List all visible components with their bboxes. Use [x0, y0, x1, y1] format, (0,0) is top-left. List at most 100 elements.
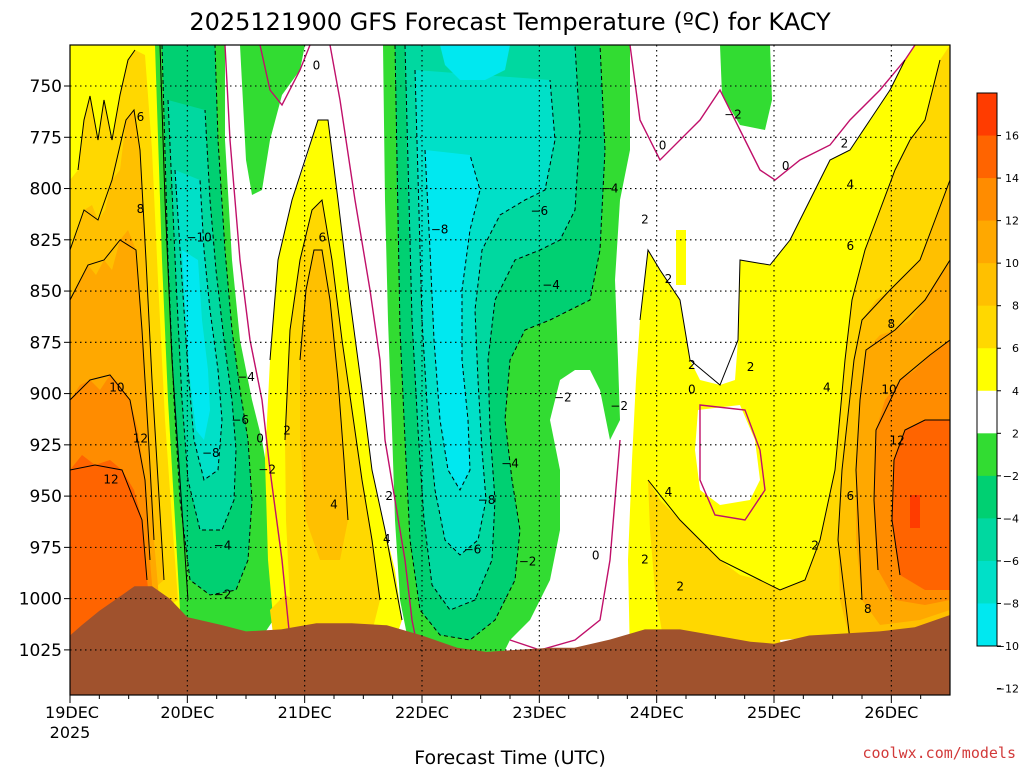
y-tick-label: 850 [30, 282, 62, 302]
x-axis-title: Forecast Time (UTC) [414, 747, 605, 768]
warm-contour-12 [837, 179, 950, 641]
warm-contour-6 [70, 464, 148, 581]
colorbar-swatch [977, 348, 997, 392]
warm-contour-4 [70, 239, 155, 541]
warm-contour-7 [269, 119, 403, 621]
x-tick-label: 24DEC [630, 703, 684, 722]
contour-label: 0 [256, 432, 264, 446]
contour-label: −2 [610, 399, 628, 413]
x-tick-label: 23DEC [512, 703, 566, 722]
colorbar-label: 16 [1005, 130, 1019, 143]
contour-labels: 0 6 8 −10 6 −8 −6 −4 −4 2 2 −2 0 0 2 4 6 8 10 12 12 −4 −6 −8 0 2 −… [103, 59, 904, 616]
contour-label: −10 [186, 231, 211, 245]
contour-label: 2 [811, 538, 819, 552]
zero-contour-5 [699, 404, 766, 521]
contour-label: 2 [688, 358, 696, 372]
contour-label: 2 [841, 136, 849, 150]
zero-contour-1 [224, 45, 291, 641]
contour-label: −6 [231, 413, 249, 427]
contour-label: −2 [258, 462, 276, 476]
surface-terrain [70, 586, 950, 695]
grid-lines [70, 45, 950, 695]
warm-contour-10 [639, 59, 906, 386]
contour-label: −2 [214, 588, 232, 602]
y-axis: 750 775 800 825 850 875 900 925 950 975 1000 1025 [19, 77, 70, 661]
colorbar-label: −8 [1003, 597, 1019, 610]
colorbar-swatch [977, 390, 997, 434]
colorbar-swatch [977, 135, 997, 179]
contour-label: −4 [214, 538, 232, 552]
y-tick-label: 875 [30, 333, 62, 353]
zero-contour-3 [329, 45, 421, 661]
colorbar-swatch [977, 603, 997, 647]
x-axis: 19DEC 20DEC 21DEC 22DEC 23DEC 24DEC 25DEC 26DEC [45, 695, 922, 722]
zero-contour-2 [259, 45, 311, 107]
warm-bit-2 [750, 395, 760, 420]
colorbar-swatch [977, 475, 997, 519]
contour-lines [70, 45, 950, 661]
cold-main-m10 [425, 150, 480, 490]
contour-label: −4 [501, 456, 519, 470]
contour-label: −6 [464, 542, 482, 556]
contour-label: 2 [385, 489, 393, 503]
contour-label: 2 [665, 272, 673, 286]
contour-label: 0 [659, 138, 667, 152]
contour-label: 4 [823, 380, 831, 394]
cold-contour-1 [161, 45, 253, 596]
contour-label: 0 [313, 59, 321, 73]
contour-label: 6 [846, 239, 854, 253]
colorbar-label: 6 [1012, 342, 1019, 355]
warm-contour-5 [70, 374, 151, 561]
warm-contour-3 [70, 108, 165, 581]
contour-label: −8 [431, 223, 449, 237]
chart-title: 2025121900 GFS Forecast Temperature (ºC)… [189, 8, 831, 36]
contour-label: 2 [283, 423, 291, 437]
colorbar-label: −4 [1003, 512, 1019, 525]
colorbar-swatch [977, 305, 997, 349]
contour-label: 12 [890, 434, 905, 448]
x-tick-label: 19DEC [45, 703, 99, 722]
contour-label: 2 [747, 360, 755, 374]
colorbar-label: 12 [1005, 215, 1019, 228]
x-tick-label: 22DEC [395, 703, 449, 722]
white-bubble [695, 405, 760, 505]
x-tick-label: 20DEC [160, 703, 214, 722]
credit-link[interactable]: coolwx.com/models [862, 744, 1016, 762]
contour-label: 2 [641, 212, 649, 226]
cold-contour-2 [167, 99, 237, 531]
warm-right-14 [910, 495, 920, 528]
contour-label: 4 [330, 497, 338, 511]
cold-strip-upper [240, 45, 305, 195]
x-tick-label: 25DEC [747, 703, 801, 722]
contour-label: −2 [554, 391, 572, 405]
colorbar-label: −10 [996, 640, 1019, 653]
cold-band-m10 [182, 250, 210, 440]
warm-contour-14 [873, 339, 950, 571]
x-tick-label: 21DEC [278, 703, 332, 722]
cold-contour-3 [174, 169, 223, 481]
colorbar-label: −2 [1003, 470, 1019, 483]
colorbar-label: −6 [1003, 555, 1019, 568]
contour-label: 8 [864, 602, 872, 616]
contour-label: −2 [724, 108, 742, 122]
contour-label: 0 [688, 382, 696, 396]
contour-label: −6 [530, 204, 548, 218]
colorbar-frame [976, 92, 998, 647]
contour-label: −2 [519, 555, 537, 569]
colorbar-swatch [977, 433, 997, 477]
temperature-field [70, 45, 950, 695]
y-tick-label: 775 [30, 128, 62, 148]
contour-label: 12 [103, 473, 118, 487]
contour-label: 8 [888, 317, 896, 331]
warm-contour-2 [77, 49, 136, 171]
y-tick-label: 1025 [19, 641, 62, 661]
contour-label: 12 [133, 432, 148, 446]
cold-contour-6 [414, 69, 556, 556]
colorbar-swatch [977, 93, 997, 137]
colorbar-swatch [977, 178, 997, 222]
warm-contour-15 [891, 419, 950, 576]
colorbar-swatch [977, 263, 997, 307]
contour-label: −4 [601, 182, 619, 196]
contour-label: 6 [318, 231, 326, 245]
y-tick-label: 750 [30, 77, 62, 97]
